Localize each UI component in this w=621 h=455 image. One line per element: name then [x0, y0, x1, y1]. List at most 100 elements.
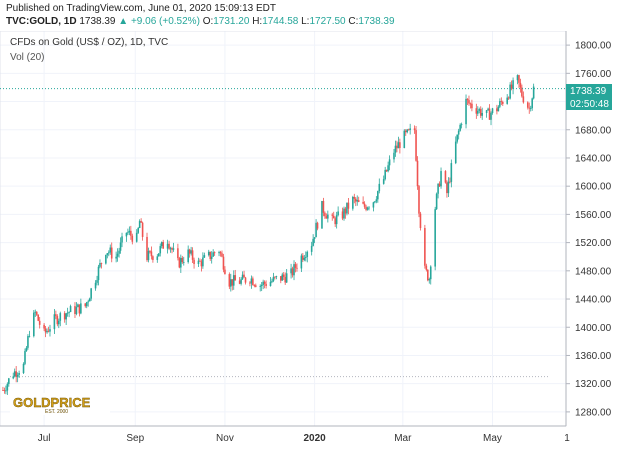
candle-body	[191, 250, 194, 260]
candle-body	[457, 130, 460, 135]
candle-body	[125, 232, 128, 237]
candle-body	[476, 110, 479, 114]
candle-body	[147, 251, 150, 261]
candle-body	[324, 212, 326, 217]
candle-body	[252, 278, 254, 286]
candle-body	[294, 264, 297, 268]
candle-body	[209, 251, 212, 259]
candle-body	[394, 145, 397, 153]
candle-body	[78, 304, 81, 314]
chart-frame[interactable]: CFDs on Gold (US$ / OZ), 1D, TVC Vol (20…	[0, 30, 621, 450]
candle-body	[6, 383, 9, 391]
candle-body	[116, 253, 119, 257]
legend-vol: Vol (20)	[10, 52, 44, 63]
candle-body	[43, 324, 45, 329]
price-badge: 1738.39 02:50:48	[566, 84, 612, 110]
candle-body	[500, 101, 503, 102]
candle-body	[146, 236, 148, 261]
candle-body	[406, 129, 409, 133]
y-tick-label: 1600.00	[575, 182, 612, 193]
candle-body	[281, 274, 284, 281]
candle-body	[365, 206, 367, 210]
candle-body	[507, 97, 510, 99]
price-chart[interactable]: CFDs on Gold (US$ / OZ), 1D, TVC Vol (20…	[0, 30, 621, 450]
y-tick-label: 1800.00	[575, 41, 612, 52]
candle-body	[347, 202, 350, 209]
candle-body	[249, 282, 251, 284]
price-badge-value: 1738.39	[570, 86, 607, 97]
x-tick-label: Mar	[394, 433, 412, 444]
candle-body	[149, 251, 151, 252]
candle-body	[466, 98, 469, 101]
candle-body	[224, 269, 226, 275]
open-label: O:	[202, 16, 214, 27]
symbol-label: TVC:GOLD, 1D	[6, 16, 77, 27]
candle-body	[16, 374, 19, 377]
candle-body	[160, 242, 163, 247]
candles	[2, 74, 535, 395]
candle-body	[100, 263, 103, 264]
candle-body	[374, 201, 376, 203]
candle-body	[488, 108, 491, 120]
candle-body	[2, 390, 4, 391]
candle-body	[28, 336, 31, 337]
candle-body	[438, 183, 441, 187]
candle-body	[337, 211, 339, 216]
grid	[0, 31, 566, 426]
candle-body	[322, 201, 325, 213]
candle-body	[188, 249, 191, 254]
candle-body	[415, 130, 417, 161]
candle-body	[13, 371, 16, 377]
candle-body	[434, 209, 436, 267]
candle-body	[459, 124, 461, 131]
close-value: 1738.39	[358, 16, 395, 27]
candle-body	[435, 193, 438, 210]
candle-body	[403, 130, 406, 148]
candle-body	[344, 208, 347, 214]
candle-body	[219, 252, 222, 254]
candle-body	[181, 257, 184, 263]
candle-body	[115, 256, 117, 259]
candle-body	[178, 258, 181, 268]
y-tick-label: 1760.00	[575, 69, 612, 80]
candle-body	[262, 281, 264, 285]
candle-body	[187, 249, 189, 263]
candle-body	[396, 145, 398, 149]
candle-body	[169, 248, 172, 249]
candle-body	[15, 371, 17, 377]
candle-body	[162, 242, 164, 249]
logo-sub: EST. 2000	[45, 409, 68, 415]
candle-body	[55, 314, 57, 317]
candle-body	[303, 257, 306, 260]
candle-body	[437, 183, 439, 194]
candle-body	[310, 245, 313, 252]
candle-body	[469, 103, 472, 105]
countdown-badge-value: 02:50:48	[570, 99, 609, 110]
candle-body	[481, 113, 484, 116]
candle-body	[528, 107, 531, 109]
candle-body	[172, 248, 175, 250]
y-tick-label: 1640.00	[575, 153, 612, 164]
candle-body	[304, 256, 307, 258]
candle-body	[177, 248, 179, 259]
candle-body	[378, 183, 381, 192]
candle-body	[232, 275, 235, 286]
candle-body	[425, 265, 428, 270]
candle-body	[221, 253, 223, 257]
candle-body	[228, 274, 231, 287]
candle-body	[506, 97, 508, 104]
high-label: H:	[252, 16, 263, 27]
candle-body	[357, 200, 360, 202]
candle-body	[218, 252, 220, 254]
candle-body	[152, 256, 154, 260]
candle-body	[449, 181, 451, 183]
candle-body	[244, 277, 247, 283]
candle-body	[388, 159, 391, 166]
candle-body	[327, 214, 329, 219]
candle-body	[259, 286, 262, 287]
y-tick-label: 1320.00	[575, 379, 612, 390]
candle-body	[499, 101, 501, 107]
candle-body	[377, 191, 379, 200]
last-price-value: 1738.39	[79, 16, 116, 27]
candle-body	[282, 274, 285, 277]
